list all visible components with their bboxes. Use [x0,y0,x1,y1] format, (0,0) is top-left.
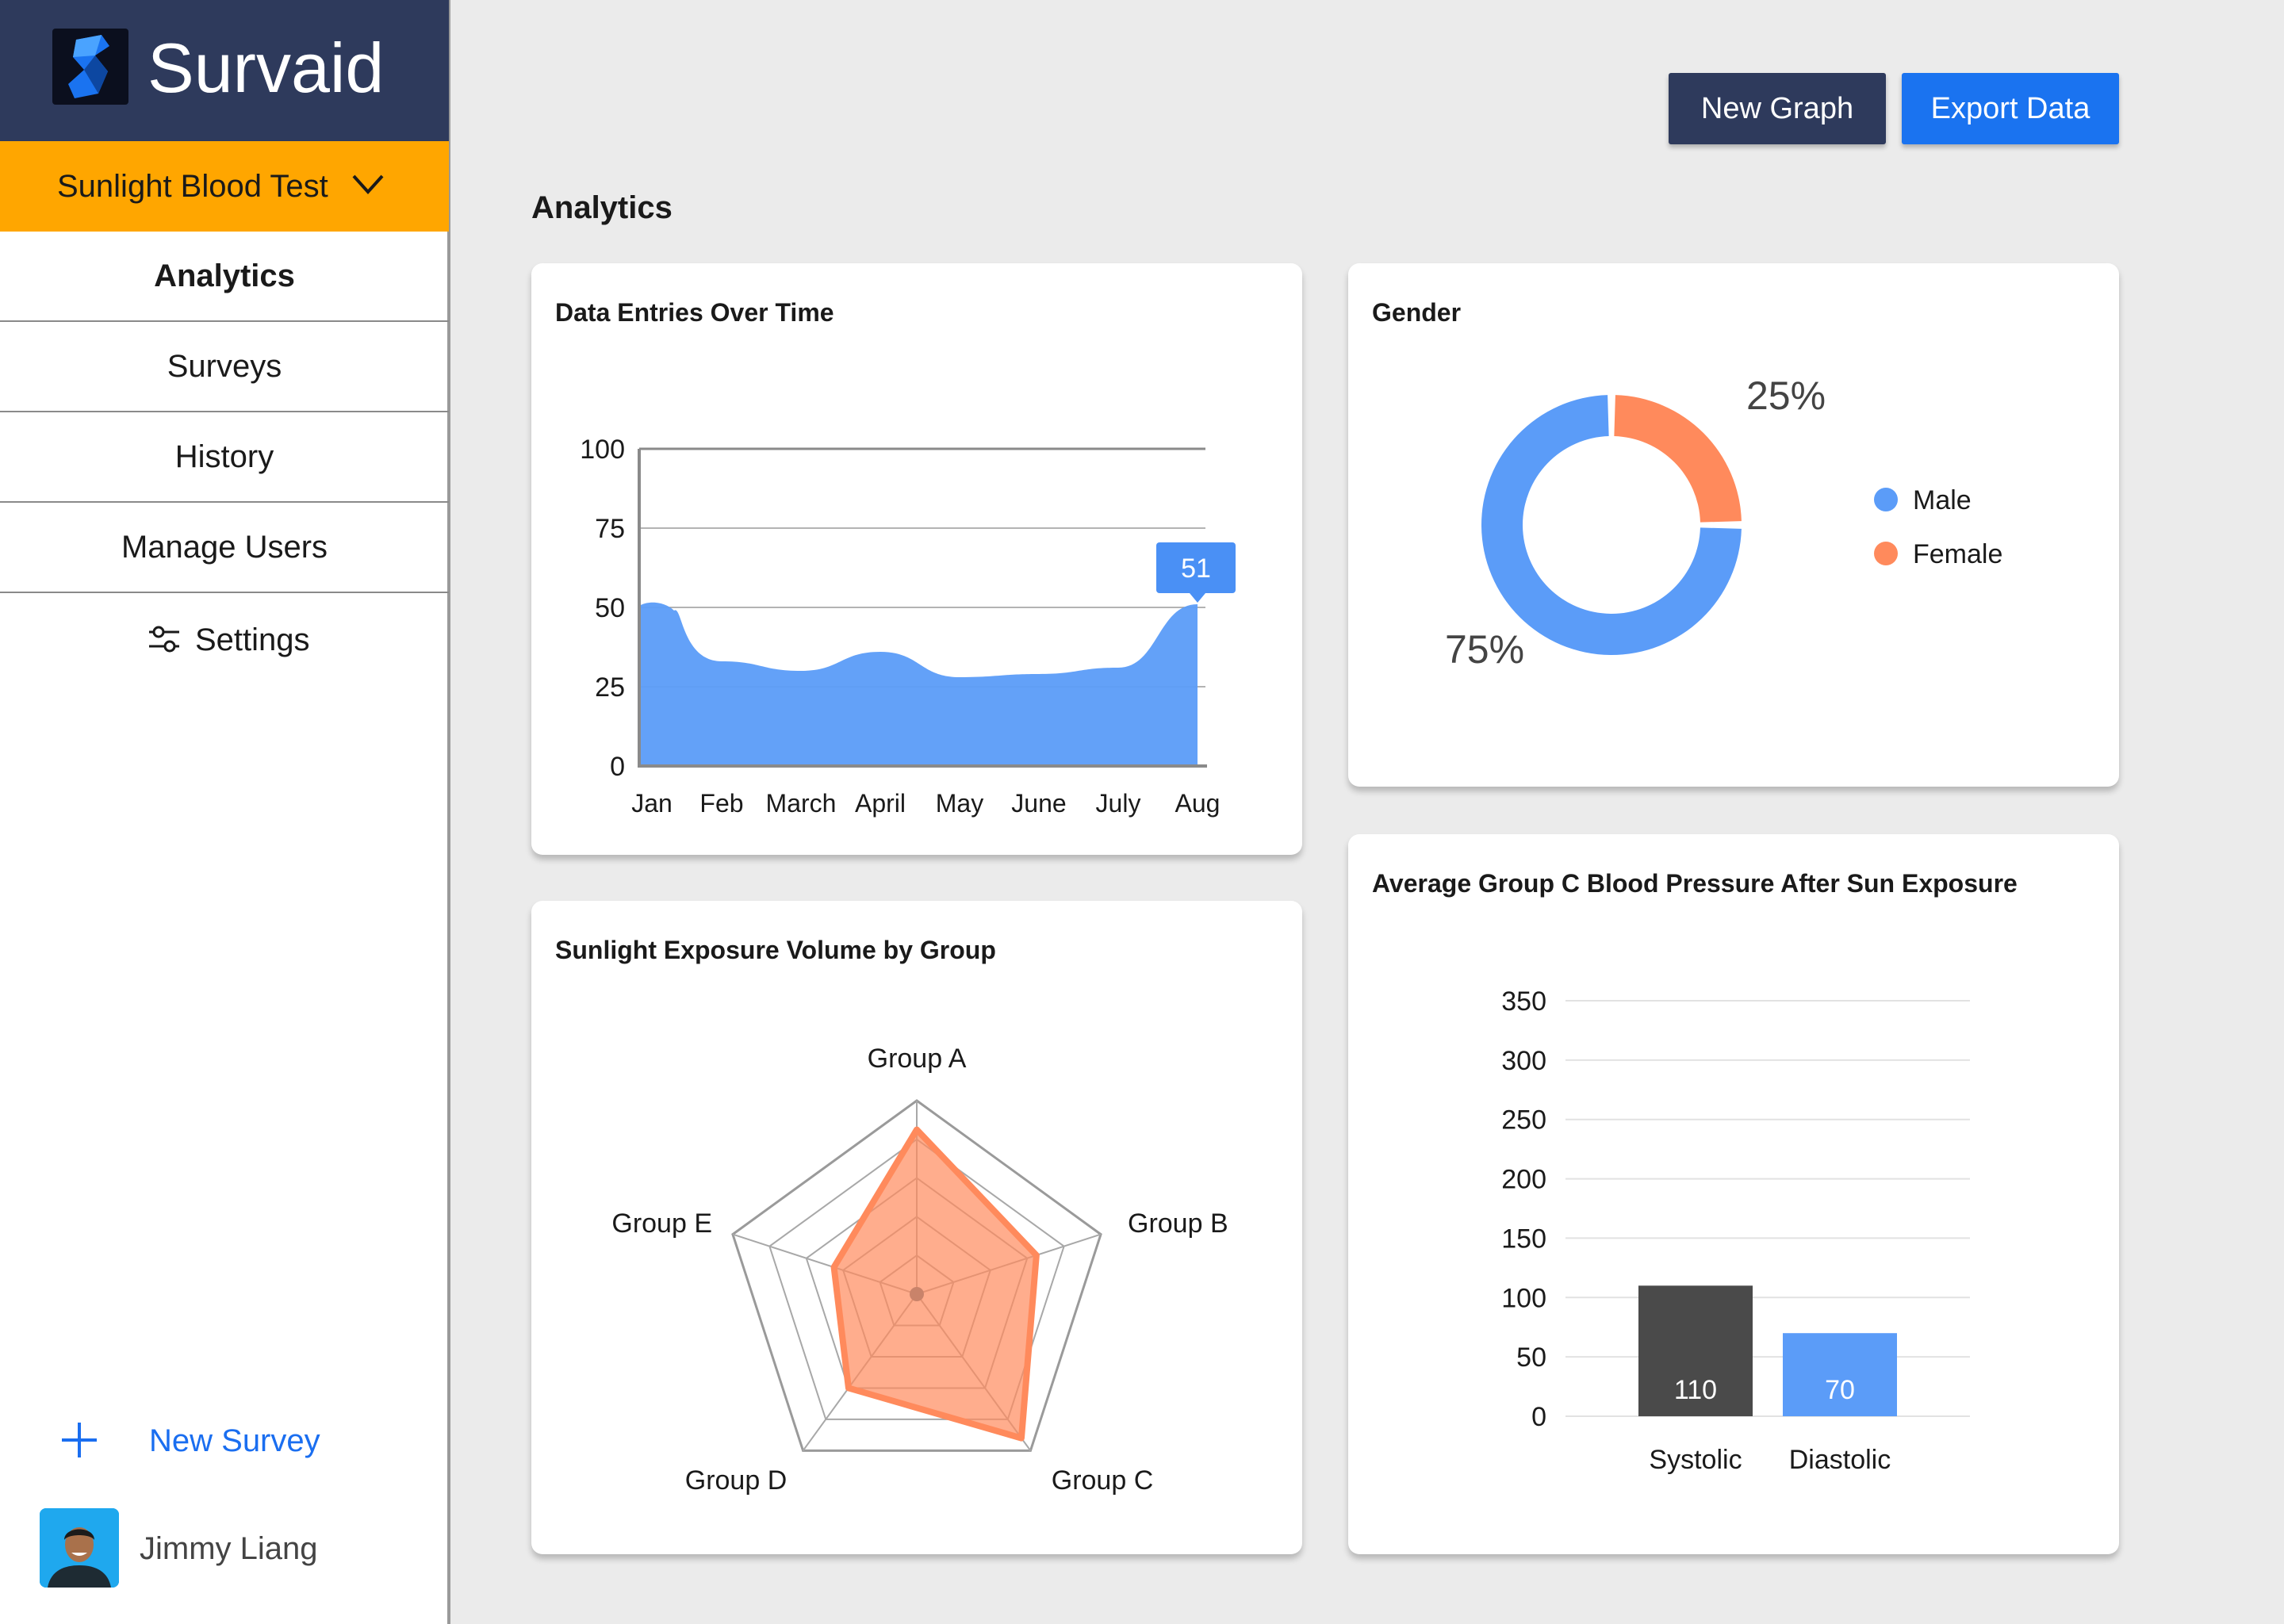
avatar [40,1508,119,1588]
donut-slice-male [1481,395,1742,655]
area-series-entries [639,602,1198,766]
new-graph-button[interactable]: New Graph [1669,73,1886,144]
user-name: Jimmy Liang [140,1531,318,1566]
slice-label-male: 75% [1445,627,1524,672]
sidebar-item-manage-users[interactable]: Manage Users [0,503,449,593]
radar-center [910,1287,924,1301]
donut-chart[interactable]: 25% 75% Male Female [1348,263,2119,787]
brand-name: Survaid [148,29,385,107]
project-selector[interactable]: Sunlight Blood Test [0,141,449,232]
legend-label: Female [1913,539,2002,569]
chart-title: Data Entries Over Time [555,298,834,327]
settings-label: Settings [195,622,310,657]
sidebar-item-label: Surveys [167,349,282,384]
chevron-down-icon [352,174,384,194]
x-tick-label: Diastolic [1789,1445,1891,1475]
radar-axis-label: Group B [1128,1208,1228,1239]
user-profile[interactable]: Jimmy Liang [40,1508,420,1591]
y-tick-label: 50 [1516,1342,1546,1373]
radar-axis-label: Group D [685,1465,788,1496]
new-survey-button[interactable]: New Survey [56,1411,404,1469]
x-tick-label: Systolic [1649,1445,1742,1475]
sidebar-item-label: History [174,439,274,474]
sidebar-item-label: Analytics [154,259,295,293]
radar-axis-label: Group A [868,1044,967,1074]
brand-header: Survaid [0,0,449,141]
sidebar-item-settings[interactable]: Settings [0,595,449,684]
new-survey-label: New Survey [149,1423,320,1458]
chart-title: Sunlight Exposure Volume by Group [555,936,996,964]
x-tick-label: March [766,789,837,818]
x-tick-label: Jan [631,789,673,818]
x-tick-label: Feb [699,789,743,818]
y-tick-label: 75 [595,514,625,544]
y-tick-label: 350 [1501,986,1546,1017]
x-tick-label: June [1011,789,1066,818]
donut-slice-female [1614,395,1742,523]
radar-axis-label: Group E [611,1208,712,1239]
y-tick-label: 0 [610,752,625,782]
sunlight-exposure-chart-card: Sunlight Exposure Volume by Group Group … [531,901,1302,1554]
radar-axis-label: Group C [1052,1465,1154,1496]
bar-value-label: 70 [1825,1375,1855,1405]
sidebar: Survaid Sunlight Blood Test Analytics Su… [0,0,450,1624]
export-data-button[interactable]: Export Data [1902,73,2119,144]
data-callout [1156,542,1236,593]
bar-chart[interactable]: 0 50 100 150 200 250 300 350 110 Systolic 70 Diasto… [1348,834,2119,1554]
chart-title: Gender [1372,298,1462,327]
bar-diastolic [1783,1333,1897,1416]
page-title: Analytics [531,190,673,225]
y-tick-label: 100 [1501,1283,1546,1313]
bar-value-label: 110 [1674,1375,1717,1405]
x-tick-label: April [855,789,906,818]
data-entries-chart-card: Data Entries Over Time 0 25 50 75 100 Jan Feb M… [531,263,1302,855]
survaid-logo-icon [52,29,128,105]
bar-systolic [1638,1285,1753,1416]
y-tick-label: 300 [1501,1046,1546,1076]
blood-pressure-chart-card: Average Group C Blood Pressure After Sun… [1348,834,2119,1554]
area-chart[interactable]: 0 25 50 75 100 Jan Feb March April May June July Aug… [531,263,1302,855]
y-tick-label: 150 [1501,1224,1546,1254]
sidebar-item-history[interactable]: History [0,412,449,503]
y-tick-label: 50 [595,593,625,623]
x-tick-label: July [1096,789,1141,818]
plus-icon [62,1423,97,1457]
sidebar-item-analytics[interactable]: Analytics [0,232,449,322]
legend-label: Male [1913,485,1972,515]
chart-title: Average Group C Blood Pressure After Sun… [1372,869,2018,898]
y-tick-label: 250 [1501,1105,1546,1136]
legend-swatch [1874,542,1898,565]
sidebar-item-surveys[interactable]: Surveys [0,322,449,412]
radar-chart[interactable]: Group A Group B Group C Group D Group E [531,901,1302,1554]
radar-series [830,1126,1040,1442]
legend-swatch [1874,488,1898,511]
radar-gridline [768,1138,1065,1420]
gender-chart-card: Gender 25% 75% Male Female [1348,263,2119,787]
data-callout-label: 51 [1181,553,1211,584]
sidebar-item-label: Manage Users [121,530,328,565]
y-tick-label: 100 [580,435,625,465]
radar-gridline [731,1099,1102,1452]
x-tick-label: Aug [1175,789,1221,818]
project-name: Sunlight Blood Test [57,169,328,204]
slice-label-female: 25% [1746,373,1826,418]
y-tick-label: 200 [1501,1165,1546,1195]
y-tick-label: 0 [1531,1402,1546,1432]
y-tick-label: 25 [595,672,625,703]
sliders-icon [149,626,179,653]
data-callout-pointer [1190,593,1205,603]
x-tick-label: May [936,789,983,818]
